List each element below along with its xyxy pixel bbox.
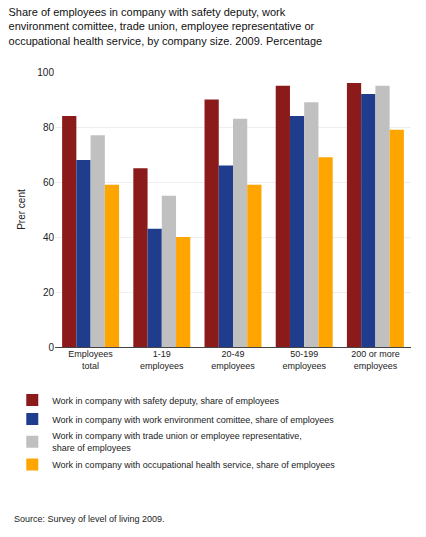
svg-text:Share of employees in company: Share of employees in company with safet… [9, 6, 323, 47]
svg-text:100: 100 [37, 67, 54, 78]
svg-text:Work in company with work envi: Work in company with work environment co… [52, 415, 334, 425]
svg-text:0: 0 [48, 342, 54, 353]
svg-text:1-19employees: 1-19employees [140, 349, 184, 371]
svg-text:40: 40 [43, 232, 55, 243]
svg-text:20-49employees: 20-49employees [211, 349, 255, 371]
svg-text:Prer cent: Prer cent [16, 189, 27, 230]
svg-text:Work in company with trade uni: Work in company with trade union or empl… [52, 431, 301, 453]
svg-text:50-199employees: 50-199employees [282, 349, 326, 371]
svg-text:200 or moreemployees: 200 or moreemployees [351, 349, 400, 371]
svg-text:20: 20 [43, 287, 55, 298]
svg-text:Employeestotal: Employeestotal [68, 349, 113, 371]
svg-text:60: 60 [43, 177, 55, 188]
svg-text:Work in company with safety de: Work in company with safety deputy, shar… [52, 396, 279, 406]
svg-text:Source: Survey of level of liv: Source: Survey of level of living 2009. [14, 514, 165, 524]
svg-text:80: 80 [43, 122, 55, 133]
svg-text:Work in company with occupatio: Work in company with occupational health… [52, 460, 335, 470]
